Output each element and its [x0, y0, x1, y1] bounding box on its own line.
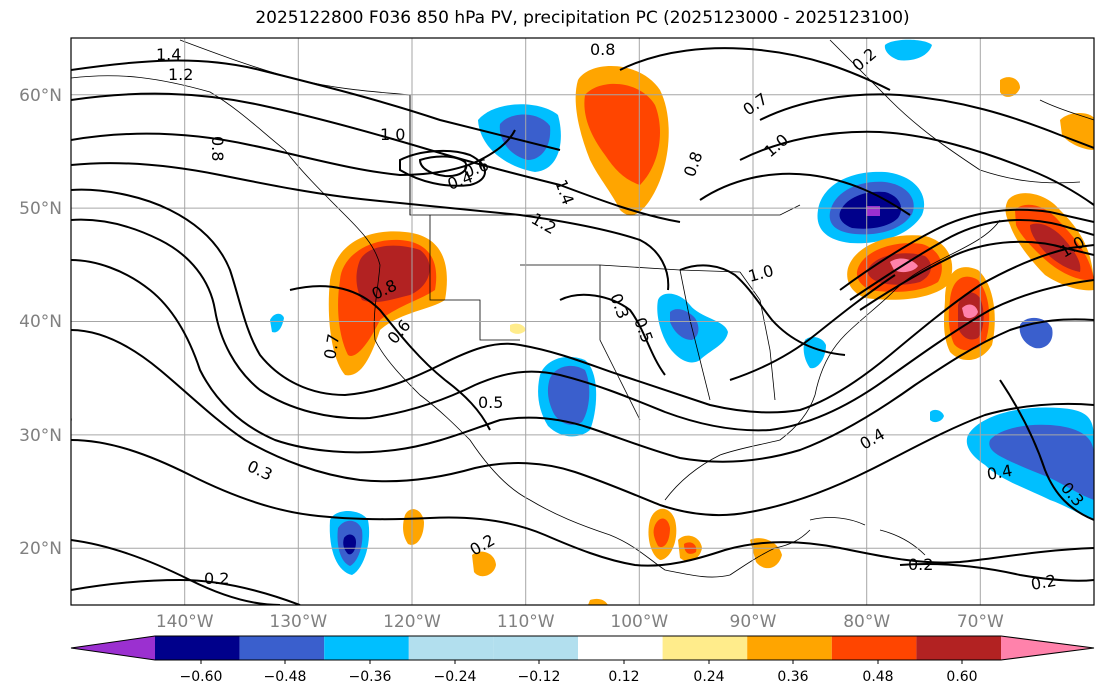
- lat-label: 20°N: [19, 539, 62, 559]
- lon-label: 120°W: [383, 612, 441, 632]
- colorbar-segment: [831, 636, 917, 660]
- graticule: [71, 38, 1094, 605]
- lat-label: 60°N: [19, 86, 62, 106]
- precip-anomaly-red-new-england: [944, 267, 995, 361]
- map-frame: [70, 37, 1095, 606]
- contour-label: 1.0: [380, 125, 405, 144]
- colorbar-label: 0.12: [608, 669, 639, 685]
- precip-anomaly-blue-gulf-of-alaska: [478, 104, 561, 172]
- contour-label: 0.7: [320, 332, 343, 360]
- colorbar-label: −0.24: [434, 669, 477, 685]
- lon-label: 100°W: [610, 612, 668, 632]
- lat-label: 50°N: [19, 199, 62, 219]
- lon-label: 90°W: [730, 612, 777, 632]
- colorbar-outline: [70, 635, 1095, 661]
- lat-label: 40°N: [19, 312, 62, 332]
- contour-label: 0.8: [208, 136, 227, 161]
- contour-label: 0.3: [53, 412, 76, 440]
- lat-label: 30°N: [19, 426, 62, 446]
- lon-axis: 140°W 130°W 120°W 110°W 100°W 90°W 80°W …: [156, 612, 1004, 632]
- lon-label: 70°W: [957, 612, 1004, 632]
- contour-label: 1.4: [156, 45, 181, 64]
- contour-labels: 1.4 1.2 0.8 1.0 0.4 0.6 1.4 1.2 0.8 0.7 …: [53, 40, 1088, 594]
- colorbar-extend-low: [71, 636, 155, 660]
- colorbar-segment: [408, 636, 494, 660]
- colorbar-segment: [747, 636, 832, 660]
- colorbar-label: 0.24: [693, 669, 724, 685]
- lat-axis: 20°N 30°N 40°N 50°N 60°N: [19, 86, 62, 559]
- colorbar-segment: [493, 636, 578, 660]
- colorbar-extend-high: [1001, 636, 1094, 660]
- lon-label: 110°W: [497, 612, 555, 632]
- lon-label: 140°W: [156, 612, 214, 632]
- contour-label: 0.2: [1029, 571, 1057, 594]
- precip-anomaly-blue-eastern-pacific: [270, 313, 370, 575]
- colorbar-segment: [324, 636, 409, 660]
- contour-label: 1.2: [168, 65, 193, 84]
- lon-label: 130°W: [269, 612, 327, 632]
- lon-label: 80°W: [843, 612, 890, 632]
- colorbar-segment: [662, 636, 748, 660]
- colorbar-label: −0.48: [264, 669, 307, 685]
- colorbar-label: −0.36: [349, 669, 392, 685]
- pv-contours: [71, 47, 1094, 605]
- colorbar: −0.60 −0.48 −0.36 −0.24 −0.12 0.12 0.24 …: [70, 635, 1095, 685]
- colorbar-label: −0.12: [518, 669, 561, 685]
- contour-label: 0.5: [478, 393, 503, 412]
- contour-label: 0.2: [204, 569, 229, 588]
- contour-label: 0.8: [590, 40, 615, 59]
- colorbar-label: 0.60: [946, 669, 977, 685]
- colorbar-label: 0.36: [777, 669, 808, 685]
- precip-anomaly-orange-western-canada: [575, 66, 669, 216]
- colorbar-segment: [578, 636, 663, 660]
- colorbar-segment: [916, 636, 1001, 660]
- colorbar-segment: [155, 636, 240, 660]
- contour-label: 0.4: [985, 461, 1013, 484]
- precip-anomaly-blue-mississippi: [657, 293, 826, 369]
- map-title: 2025122800 F036 850 hPa PV, precipitatio…: [255, 8, 910, 28]
- precip-anomaly-red-maritimes: [1005, 113, 1094, 291]
- contour-label: 0.2: [908, 555, 933, 574]
- colorbar-label: 0.48: [862, 669, 893, 685]
- colorbar-label: −0.60: [180, 669, 223, 685]
- colorbar-segment: [239, 636, 325, 660]
- colorbar-ticks: [200, 660, 963, 664]
